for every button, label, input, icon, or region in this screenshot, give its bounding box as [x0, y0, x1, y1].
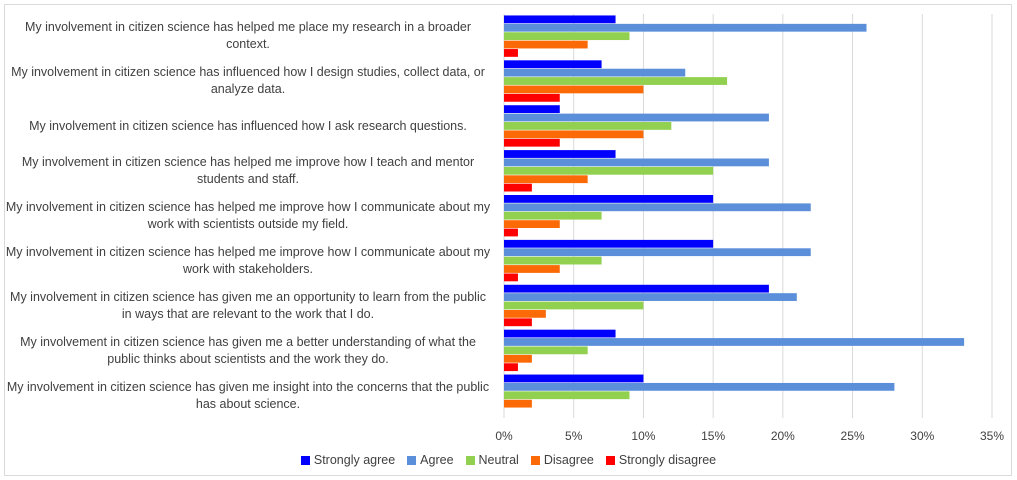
- bar-strongly-disagree: [504, 49, 518, 57]
- bar-strongly-disagree: [504, 318, 532, 327]
- legend-item: Disagree: [530, 453, 594, 467]
- bar-disagree: [504, 40, 588, 49]
- category-label: My involvement in citizen science has gi…: [10, 289, 486, 321]
- bar-disagree: [504, 265, 560, 273]
- legend-label: Neutral: [478, 453, 519, 467]
- bar-disagree: [504, 130, 644, 139]
- category-label-wrap: My involvement in citizen science has he…: [4, 238, 492, 283]
- bar-strongly-agree: [504, 150, 616, 158]
- category-label-wrap: My involvement in citizen science has he…: [4, 14, 492, 59]
- bar-disagree: [504, 354, 532, 363]
- bar-agree: [504, 382, 895, 391]
- category-label: My involvement in citizen science has in…: [11, 65, 485, 97]
- legend-item: Strongly agree: [300, 453, 396, 467]
- category-label-wrap: My involvement in citizen science has in…: [4, 59, 492, 104]
- bar-agree: [504, 23, 867, 32]
- bar-strongly-agree: [504, 374, 644, 383]
- bar-disagree: [504, 309, 546, 318]
- bar-neutral: [504, 346, 588, 355]
- bar-agree: [504, 203, 811, 212]
- bar-agree: [504, 68, 686, 77]
- bar-strongly-agree: [504, 329, 616, 338]
- legend-label: Strongly agree: [313, 453, 396, 467]
- bar-disagree: [504, 399, 532, 408]
- legend-label: Agree: [420, 453, 454, 467]
- x-tick-label: 25%: [841, 429, 865, 443]
- x-tick-label: 30%: [910, 429, 934, 443]
- legend-swatch: [530, 455, 540, 465]
- bar-strongly-agree: [504, 60, 602, 69]
- bar-neutral: [504, 301, 644, 310]
- legend-swatch: [407, 455, 417, 465]
- bar-neutral: [504, 32, 630, 41]
- bar-strongly-agree: [504, 239, 714, 248]
- category-label-wrap: My involvement in citizen science has he…: [4, 194, 492, 239]
- bar-neutral: [504, 211, 602, 220]
- bar-strongly-agree: [504, 105, 560, 114]
- bar-neutral: [504, 122, 672, 130]
- category-label: My involvement in citizen science has gi…: [6, 379, 490, 411]
- bar-neutral: [504, 166, 714, 175]
- bar-neutral: [504, 391, 630, 400]
- legend-swatch: [465, 455, 475, 465]
- bar-strongly-agree: [504, 15, 616, 24]
- x-tick-label: 0%: [495, 429, 513, 443]
- bar-strongly-disagree: [504, 93, 560, 102]
- bar-disagree: [504, 85, 644, 94]
- category-label-wrap: My involvement in citizen science has in…: [4, 104, 492, 149]
- legend-swatch: [605, 455, 615, 465]
- legend-label: Disagree: [543, 453, 594, 467]
- bar-strongly-disagree: [504, 228, 518, 237]
- legend-item: Agree: [407, 453, 454, 467]
- bar-disagree: [504, 175, 588, 184]
- category-label: My involvement in citizen science has he…: [24, 20, 472, 52]
- x-tick-label: 5%: [565, 429, 583, 443]
- bar-disagree: [504, 220, 560, 228]
- x-tick-label: 20%: [771, 429, 795, 443]
- bar-agree: [504, 248, 811, 257]
- x-tick-label: 35%: [980, 429, 1004, 443]
- x-tick-label: 15%: [701, 429, 725, 443]
- bar-neutral: [504, 77, 728, 85]
- category-label: My involvement in citizen science has he…: [5, 244, 491, 276]
- bar-strongly-agree: [504, 195, 714, 203]
- bar-strongly-disagree: [504, 363, 518, 372]
- legend-label: Strongly disagree: [618, 453, 717, 467]
- bar-strongly-agree: [504, 284, 769, 293]
- category-label-wrap: My involvement in citizen science has gi…: [4, 373, 492, 418]
- bar-neutral: [504, 256, 602, 265]
- bar-agree: [504, 293, 797, 301]
- legend: Strongly agree Agree Neutral Disagree Strong…: [0, 453, 1017, 467]
- category-label: My involvement in citizen science has he…: [5, 199, 491, 231]
- category-label-wrap: My involvement in citizen science has gi…: [4, 328, 492, 373]
- legend-item: Neutral: [465, 453, 519, 467]
- category-label-wrap: My involvement in citizen science has he…: [4, 149, 492, 194]
- legend-item: Strongly disagree: [605, 453, 717, 467]
- x-tick-label: 10%: [631, 429, 655, 443]
- bar-strongly-disagree: [504, 273, 518, 282]
- bar-agree: [504, 158, 769, 167]
- bar-strongly-disagree: [504, 138, 560, 147]
- legend-swatch: [300, 455, 310, 465]
- category-label: My involvement in citizen science has he…: [21, 155, 475, 187]
- category-label: My involvement in citizen science has in…: [29, 118, 467, 133]
- bar-agree: [504, 113, 769, 122]
- bar-strongly-disagree: [504, 183, 532, 192]
- bar-agree: [504, 338, 965, 346]
- category-label-wrap: My involvement in citizen science has gi…: [4, 283, 492, 328]
- category-label: My involvement in citizen science has gi…: [20, 334, 476, 366]
